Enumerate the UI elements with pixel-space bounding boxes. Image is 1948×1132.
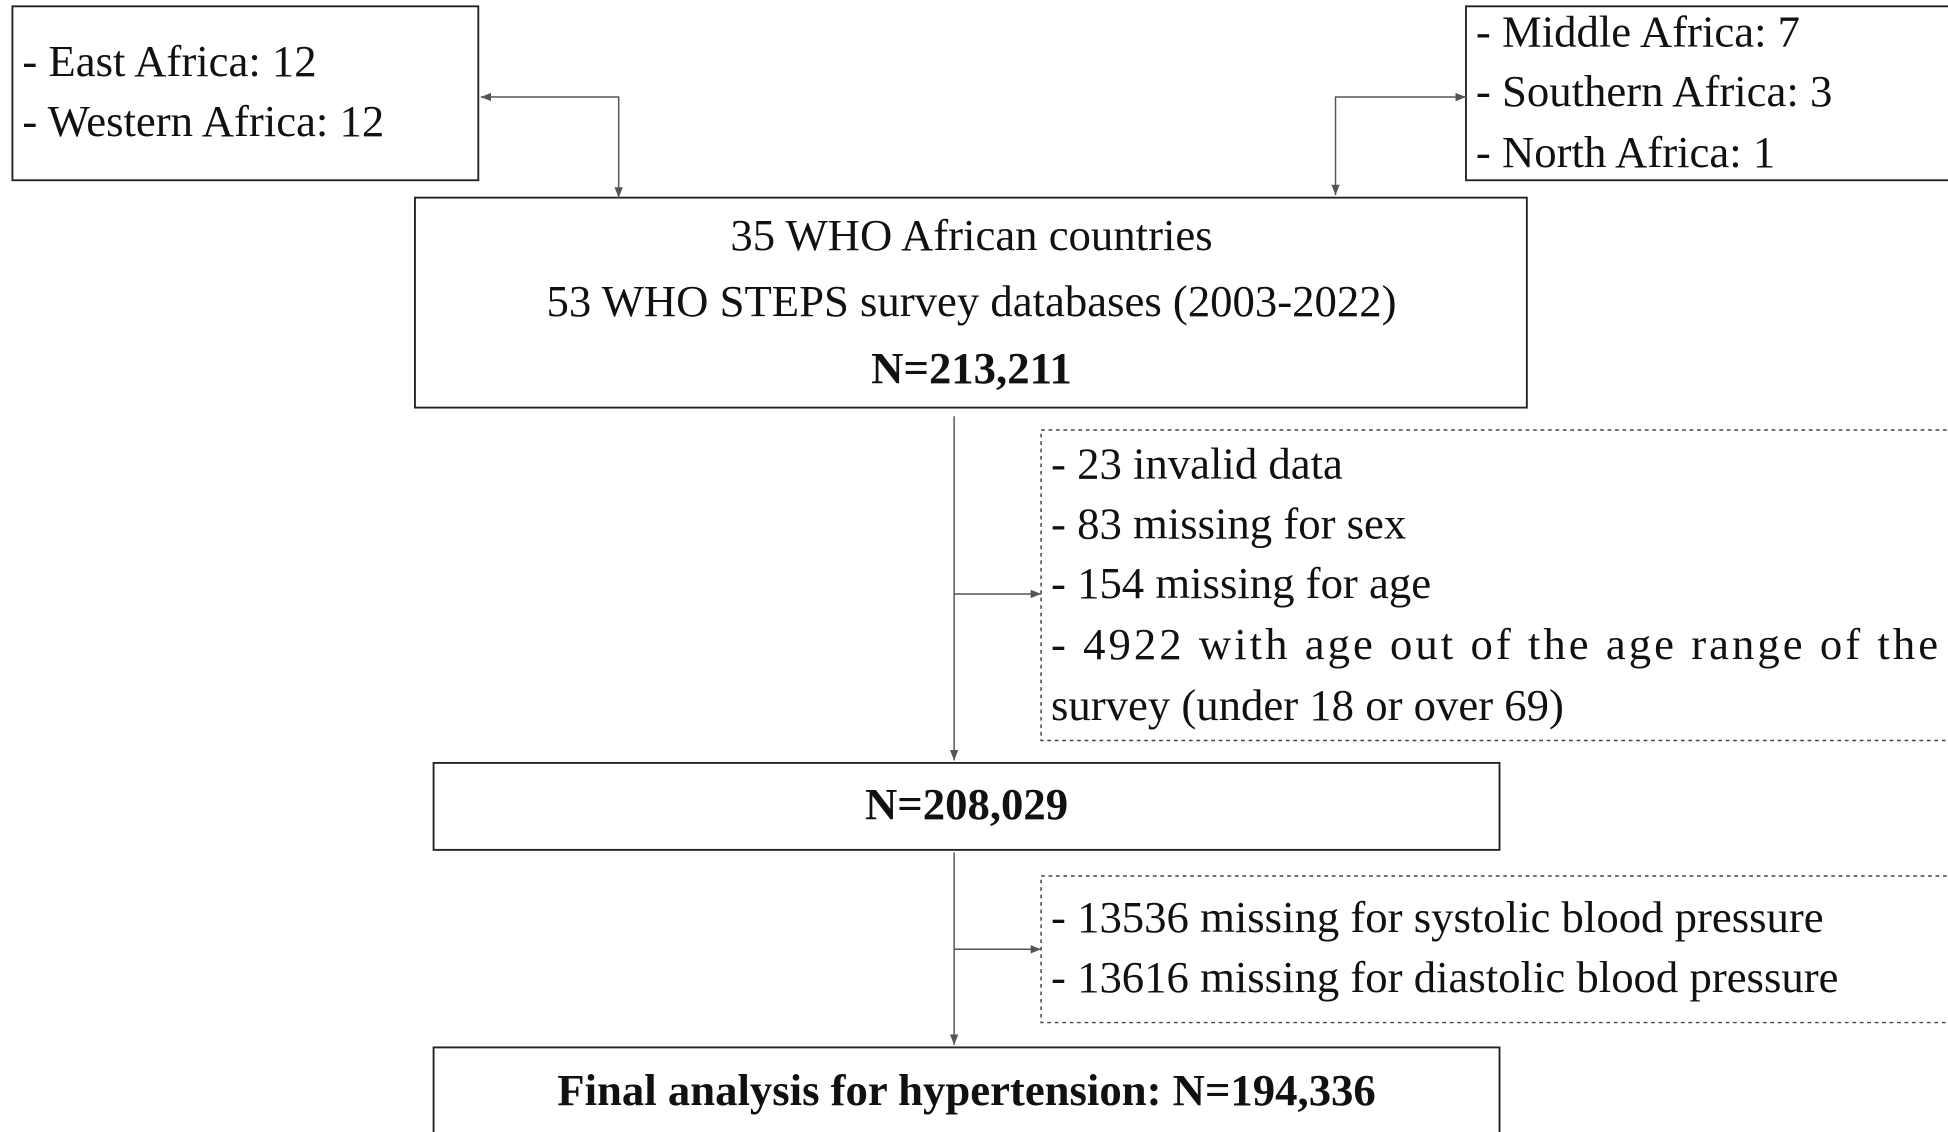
countries-box (414, 196, 1528, 409)
node-text: - 13616 missing for diastolic blood pres… (1051, 952, 1838, 1002)
node-text: - North Africa: 1 (1476, 127, 1775, 177)
connector (480, 92, 623, 198)
node-text: survey (under 18 or over 69) (1051, 680, 1564, 730)
node-text: - Middle Africa: 7 (1476, 6, 1800, 56)
node-text: - Western Africa: 12 (22, 96, 384, 146)
other-regions-box (1465, 5, 1948, 182)
node-text: - 154 missing for age (1051, 558, 1431, 608)
final-box (432, 1046, 1501, 1132)
node-text: - Southern Africa: 3 (1476, 66, 1832, 116)
node-text: - 13536 missing for systolic blood press… (1051, 892, 1824, 942)
exclusion-box-2 (1040, 875, 1948, 1024)
connector (1331, 92, 1466, 196)
node-text: 53 WHO STEPS survey databases (2003-2022… (547, 276, 1397, 326)
node-text: - East Africa: 12 (22, 36, 316, 86)
node-total: Final analysis for hypertension: N=194,3… (557, 1065, 1375, 1115)
node-total: N=208,029 (865, 779, 1068, 829)
east-west-box (11, 5, 480, 182)
node-text: - 83 missing for sex (1051, 498, 1406, 548)
intermediate-box (432, 761, 1501, 851)
node-total: N=213,211 (871, 343, 1072, 393)
node-text: 35 WHO African countries (730, 210, 1212, 260)
node-text: - 23 invalid data (1051, 439, 1343, 489)
exclusion-box-1 (1040, 429, 1948, 742)
